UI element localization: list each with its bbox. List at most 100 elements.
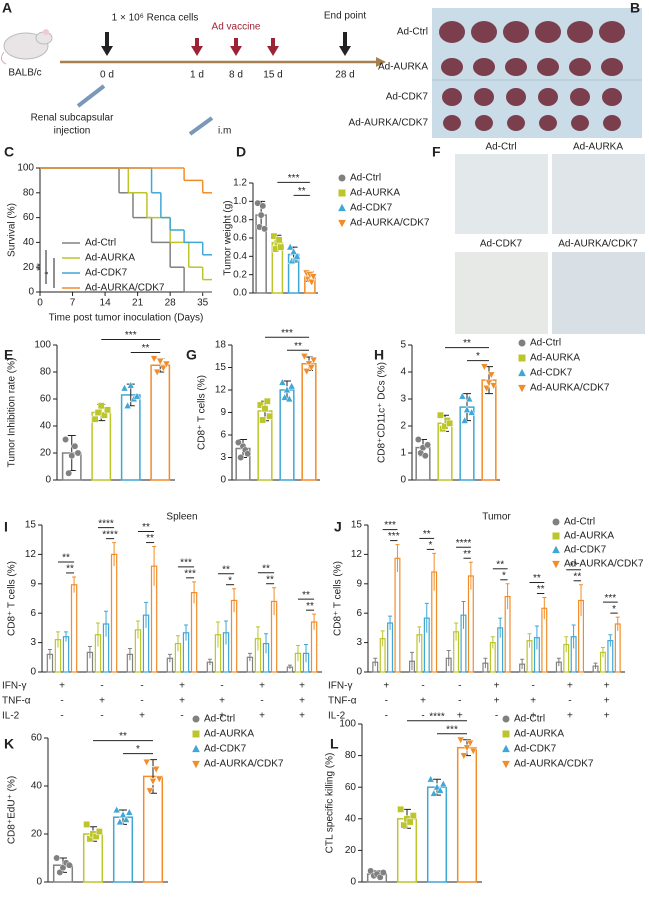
bar xyxy=(301,363,317,481)
bar xyxy=(62,636,70,673)
error-bar xyxy=(490,636,495,649)
error-bar xyxy=(380,630,385,647)
injection-label: Renal subcapsular xyxy=(31,113,114,124)
point xyxy=(155,775,164,784)
error-bar xyxy=(232,588,237,613)
bar xyxy=(110,553,118,673)
panel-label: K xyxy=(4,736,14,752)
condition-sign: - xyxy=(220,681,223,692)
point xyxy=(162,360,171,369)
point xyxy=(463,405,471,413)
condition-label: IFN-γ xyxy=(328,681,352,692)
point xyxy=(149,778,157,786)
y-tick-label: 100 xyxy=(34,340,51,351)
y-tick-label: 12 xyxy=(215,385,227,396)
point xyxy=(429,789,438,797)
error-bar xyxy=(409,651,414,671)
y-axis-label: CD8⁺ T cells (%) xyxy=(197,375,208,450)
x-tick-label: 0 xyxy=(37,298,43,309)
point xyxy=(482,385,491,393)
y-tick-label: 0 xyxy=(350,877,356,888)
sig-label: **** xyxy=(456,538,472,549)
condition-sign: - xyxy=(140,681,143,692)
bar xyxy=(394,557,401,673)
y-tick-label: 0 xyxy=(28,287,34,298)
point xyxy=(275,236,283,244)
y-tick-label: 4 xyxy=(400,367,406,378)
y-tick-label: 9 xyxy=(220,407,226,418)
legend-label: Ad-AURKA xyxy=(514,729,564,740)
y-axis-label: CD8⁺ T cells (%) xyxy=(333,561,344,636)
legend-label: Ad-CDK7 xyxy=(530,368,573,379)
condition-sign: - xyxy=(421,681,424,692)
error-bar xyxy=(600,647,605,658)
sig-label: * xyxy=(476,351,480,362)
condition-sign: - xyxy=(260,696,263,707)
y-axis-label: CD8⁺EdU⁺ (%) xyxy=(7,776,18,844)
condition-sign: + xyxy=(139,711,145,722)
point xyxy=(379,869,387,876)
panel-label: E xyxy=(4,347,13,363)
point xyxy=(244,450,252,458)
legend-swatch xyxy=(192,760,200,769)
condition-sign: + xyxy=(259,711,265,722)
error-bar xyxy=(542,597,547,620)
panel-label: I xyxy=(4,519,8,535)
condition-sign: - xyxy=(60,696,63,707)
legend-label: Ad-Ctrl xyxy=(350,173,381,184)
point xyxy=(433,782,441,791)
condition-sign: + xyxy=(299,711,305,722)
sig-label: ** xyxy=(142,343,150,354)
error-bar xyxy=(264,633,269,654)
error-bar xyxy=(446,649,451,667)
y-tick-label: 0 xyxy=(400,475,406,486)
y-tick-label: 0.4 xyxy=(233,251,247,262)
condition-sign: - xyxy=(385,696,388,707)
day-label: 1 d xyxy=(190,70,204,81)
y-tick-label: 3 xyxy=(400,394,406,405)
point xyxy=(65,469,73,477)
chart-title: Spleen xyxy=(166,512,197,523)
x-tick-label: 7 xyxy=(70,298,76,309)
sig-label: * xyxy=(612,604,616,615)
condition-sign: + xyxy=(179,681,185,692)
sig-label: ** xyxy=(142,522,150,533)
y-axis-label: Tumor Inhibition rate (%) xyxy=(7,358,18,468)
condition-sign: + xyxy=(494,696,500,707)
point xyxy=(153,368,162,377)
point xyxy=(487,371,496,380)
error-bar xyxy=(454,622,459,641)
y-tick-label: 0 xyxy=(45,475,51,486)
point xyxy=(133,391,141,400)
y-tick-label: 9 xyxy=(30,578,36,589)
error-bar xyxy=(135,620,140,639)
row-label: Ad-AURKA/CDK7 xyxy=(349,118,429,129)
point xyxy=(400,821,408,829)
error-bar xyxy=(167,653,172,663)
point xyxy=(237,454,245,461)
condition-sign: - xyxy=(100,681,103,692)
y-tick-label: 20 xyxy=(23,262,35,273)
error-bar xyxy=(104,610,109,637)
y-tick-label: 12 xyxy=(25,549,37,560)
point xyxy=(446,419,454,427)
error-bar xyxy=(87,646,92,659)
error-bar xyxy=(417,626,422,643)
error-bar xyxy=(556,657,561,667)
condition-label: TNF-α xyxy=(328,696,357,707)
point xyxy=(159,364,168,373)
error-bar xyxy=(255,626,260,651)
sig-label: * xyxy=(502,570,506,581)
error-bar xyxy=(272,587,277,616)
y-tick-label: 15 xyxy=(215,362,227,373)
legend-swatch xyxy=(552,560,560,569)
y-tick-label: 18 xyxy=(215,340,227,351)
point xyxy=(259,202,267,210)
point xyxy=(257,211,265,219)
error-bar xyxy=(388,615,393,630)
y-axis-label: CD8⁺ T cells (%) xyxy=(7,561,18,636)
y-tick-label: 1 xyxy=(400,448,406,459)
sig-label: *** xyxy=(388,531,400,542)
sig-label: ** xyxy=(463,338,471,349)
error-bar xyxy=(520,658,525,670)
